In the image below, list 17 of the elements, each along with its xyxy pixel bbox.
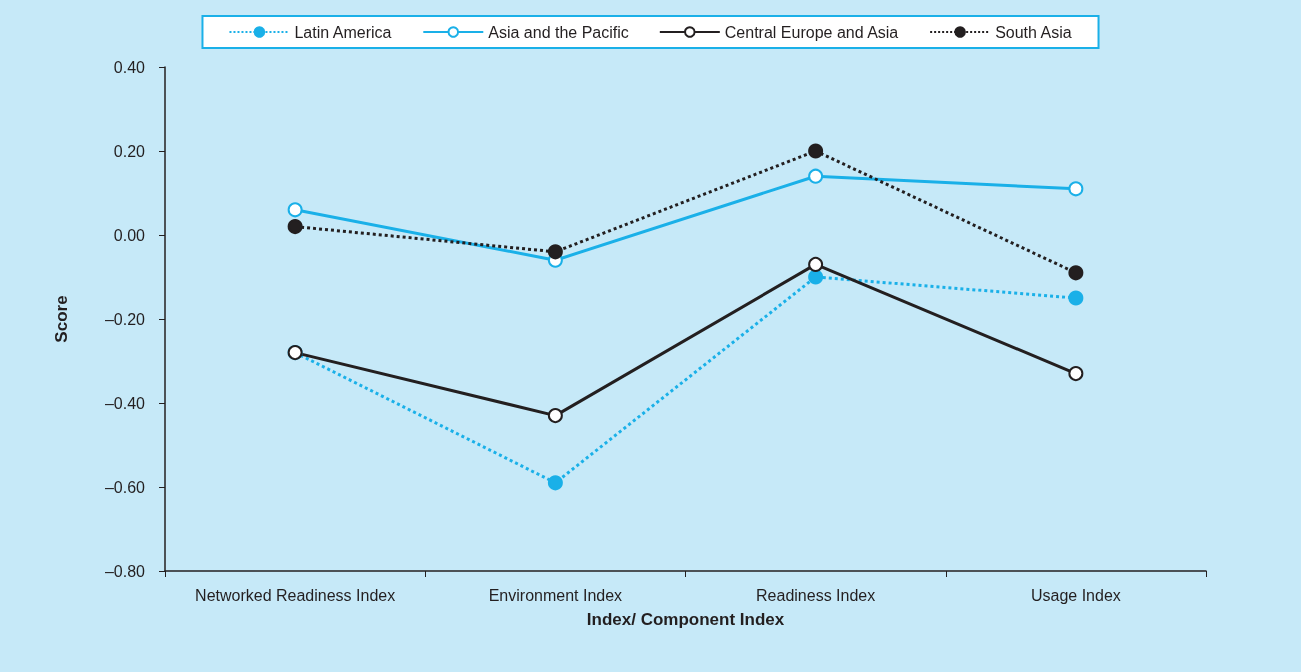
x-axis-title: Index/ Component Index — [586, 610, 785, 629]
y-tick-label: –0.80 — [104, 562, 146, 580]
y-tick-label: 0.40 — [113, 58, 146, 76]
y-axis-title: Score — [52, 295, 71, 343]
y-tick-label: 0.00 — [113, 226, 146, 244]
legend-label: Central Europe and Asia — [724, 23, 899, 41]
x-tick-label: Readiness Index — [756, 586, 876, 604]
y-tick-label: –0.60 — [104, 478, 146, 496]
y-tick-label: 0.20 — [113, 142, 146, 160]
y-tick-label: –0.40 — [104, 394, 146, 412]
legend-label: Asia and the Pacific — [488, 23, 629, 41]
x-tick-label: Usage Index — [1030, 586, 1121, 604]
x-tick-label: Environment Index — [488, 586, 623, 604]
x-tick-label: Networked Readiness Index — [195, 586, 396, 604]
legend-label: Latin America — [294, 23, 392, 41]
legend-label: South Asia — [995, 23, 1072, 41]
y-tick-label: –0.20 — [104, 310, 146, 328]
